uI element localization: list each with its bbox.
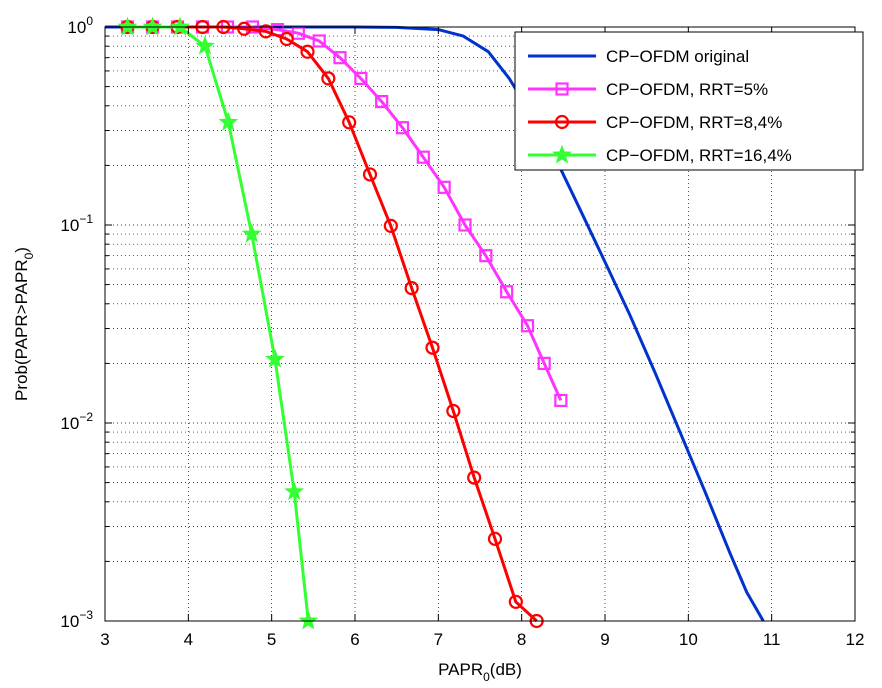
data-point <box>142 16 163 36</box>
data-point <box>170 16 190 36</box>
y-tick-label: 100 <box>67 14 93 37</box>
x-axis-label: PAPR0(dB) <box>438 660 522 684</box>
data-point <box>520 319 535 333</box>
data-point <box>437 180 451 194</box>
legend-label: CP−OFDM, RRT=16,4% <box>606 146 792 165</box>
y-tick-label: 10−3 <box>60 608 93 631</box>
data-point <box>300 44 315 59</box>
data-point <box>298 610 319 630</box>
data-point <box>354 71 368 86</box>
legend-marker <box>554 114 570 130</box>
legend-marker <box>555 82 569 96</box>
data-point <box>265 348 285 368</box>
data-point <box>218 111 239 131</box>
data-point <box>291 26 305 40</box>
x-tick-label: 9 <box>600 630 609 649</box>
x-axis-label-suffix: (dB) <box>490 660 522 679</box>
data-point <box>237 21 252 36</box>
legend-item: CP−OFDM original <box>528 47 749 66</box>
y-tick-exponent: −1 <box>79 212 93 226</box>
legend-item: CP−OFDM, RRT=5% <box>528 80 768 99</box>
data-point <box>404 281 419 296</box>
y-tick-exponent: −3 <box>79 608 93 622</box>
x-tick-label: 11 <box>763 630 781 649</box>
x-axis-label-main: PAPR <box>438 660 483 679</box>
x-axis-label-sub: 0 <box>483 670 490 684</box>
data-point <box>284 481 305 501</box>
data-point <box>416 150 430 164</box>
data-point <box>383 218 398 233</box>
y-axis-label-sub: 0 <box>22 252 36 259</box>
data-point <box>395 121 410 135</box>
x-tick-label: 6 <box>350 630 359 649</box>
data-point <box>321 71 336 86</box>
y-tick-base: 10 <box>60 414 79 433</box>
x-tick-label: 3 <box>100 630 109 649</box>
legend-label: CP−OFDM original <box>606 47 749 66</box>
data-point <box>458 218 472 232</box>
x-tick-label: 5 <box>267 630 276 649</box>
x-tick-label: 12 <box>846 630 865 649</box>
y-tick-label: 10−1 <box>60 212 93 235</box>
y-tick-base: 10 <box>60 216 79 235</box>
x-tick-label: 8 <box>517 630 526 649</box>
data-point <box>537 356 551 370</box>
legend-marker <box>552 144 572 164</box>
data-point <box>500 285 514 299</box>
data-point <box>425 340 440 355</box>
data-point <box>375 94 389 109</box>
data-point <box>467 470 482 485</box>
legend-label: CP−OFDM, RRT=5% <box>606 80 768 99</box>
data-point <box>554 393 568 408</box>
y-axis-label: Prob(PAPR>PAPR0) <box>12 247 36 401</box>
x-tick-label: 4 <box>184 630 193 649</box>
y-axis-label-main: Prob(PAPR>PAPR <box>12 259 31 401</box>
x-tick-labels: 3 4 5 6 7 8 9 10 11 12 <box>100 630 864 649</box>
y-tick-label: 10−2 <box>60 410 93 433</box>
data-point <box>333 51 347 65</box>
data-point <box>241 223 262 243</box>
legend-item: CP−OFDM, RRT=16,4% <box>528 144 792 165</box>
y-tick-exponent: −2 <box>79 410 93 424</box>
data-point <box>342 115 357 130</box>
y-tick-base: 10 <box>60 612 79 631</box>
x-tick-label: 10 <box>679 630 698 649</box>
data-point <box>279 31 294 47</box>
y-tick-exponent: 0 <box>86 14 93 28</box>
data-point <box>508 594 523 609</box>
data-point <box>479 249 493 263</box>
legend: CP−OFDM original CP−OFDM, RRT=5% CP−OFDM, … <box>514 31 864 171</box>
legend-item: CP−OFDM, RRT=8,4% <box>528 113 782 132</box>
data-point <box>312 34 326 48</box>
data-point <box>362 167 378 182</box>
y-tick-base: 10 <box>67 18 86 37</box>
data-point <box>487 531 503 546</box>
y-axis-label-suffix: ) <box>12 247 31 253</box>
data-point <box>446 403 461 419</box>
data-point <box>117 16 138 36</box>
plot-frame <box>104 26 856 622</box>
legend-label: CP−OFDM, RRT=8,4% <box>606 113 782 132</box>
x-tick-label: 7 <box>434 630 443 649</box>
data-point <box>195 35 215 55</box>
